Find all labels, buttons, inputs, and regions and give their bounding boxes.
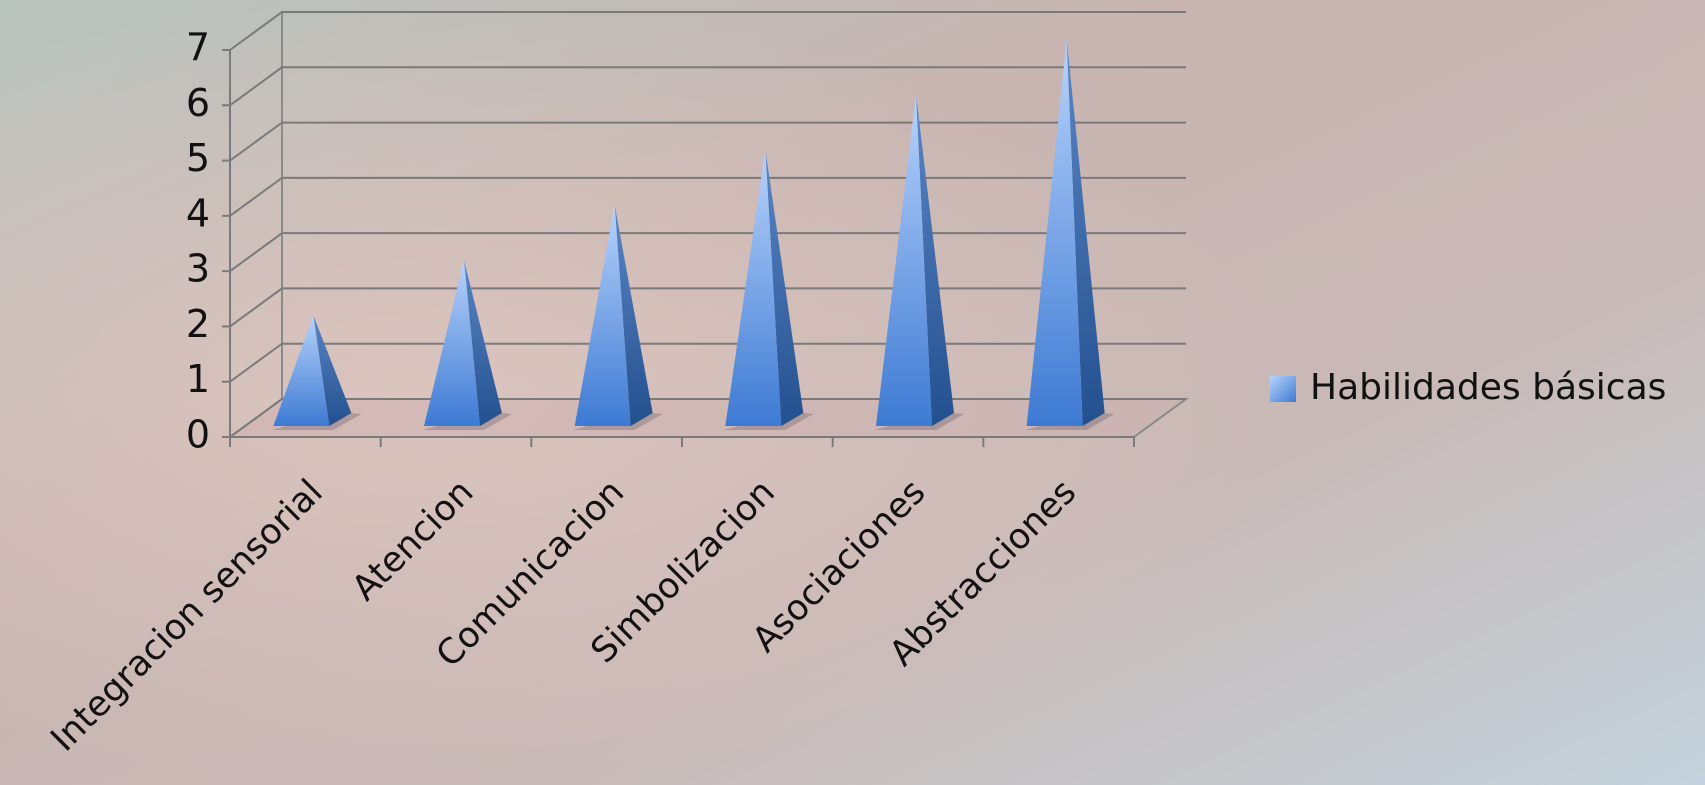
pyramid-side	[614, 204, 653, 426]
y-tick-label: 7	[186, 26, 210, 70]
y-tick-label: 4	[186, 191, 210, 235]
y-tick-label: 3	[186, 247, 210, 291]
grid-line	[229, 342, 1186, 383]
grid-line	[229, 287, 1186, 328]
pyramid-side	[1066, 39, 1105, 426]
legend-label: Habilidades básicas	[1310, 367, 1666, 408]
legend-swatch	[1270, 376, 1296, 402]
pyramid-side	[765, 149, 804, 427]
grid-line	[229, 121, 1186, 162]
pyramid-face	[876, 94, 932, 427]
grid-line	[229, 176, 1186, 217]
pyramid-side	[464, 260, 502, 426]
y-tick-label: 1	[186, 357, 210, 401]
y-tick-label: 0	[186, 413, 210, 457]
pyramid-side	[916, 94, 954, 427]
grid-line	[229, 232, 1186, 272]
pyramid-face	[273, 315, 330, 426]
y-tick-label: 6	[186, 81, 210, 125]
pyramid-face	[574, 204, 631, 426]
grid-line	[229, 66, 1186, 107]
grid-line	[229, 11, 1186, 51]
pyramid-side	[313, 315, 352, 426]
y-tick-label: 2	[186, 302, 210, 346]
pyramid-face	[1026, 39, 1083, 426]
y-tick-label: 5	[186, 136, 210, 180]
pyramid-face	[725, 149, 782, 427]
pyramid-face	[424, 260, 480, 426]
